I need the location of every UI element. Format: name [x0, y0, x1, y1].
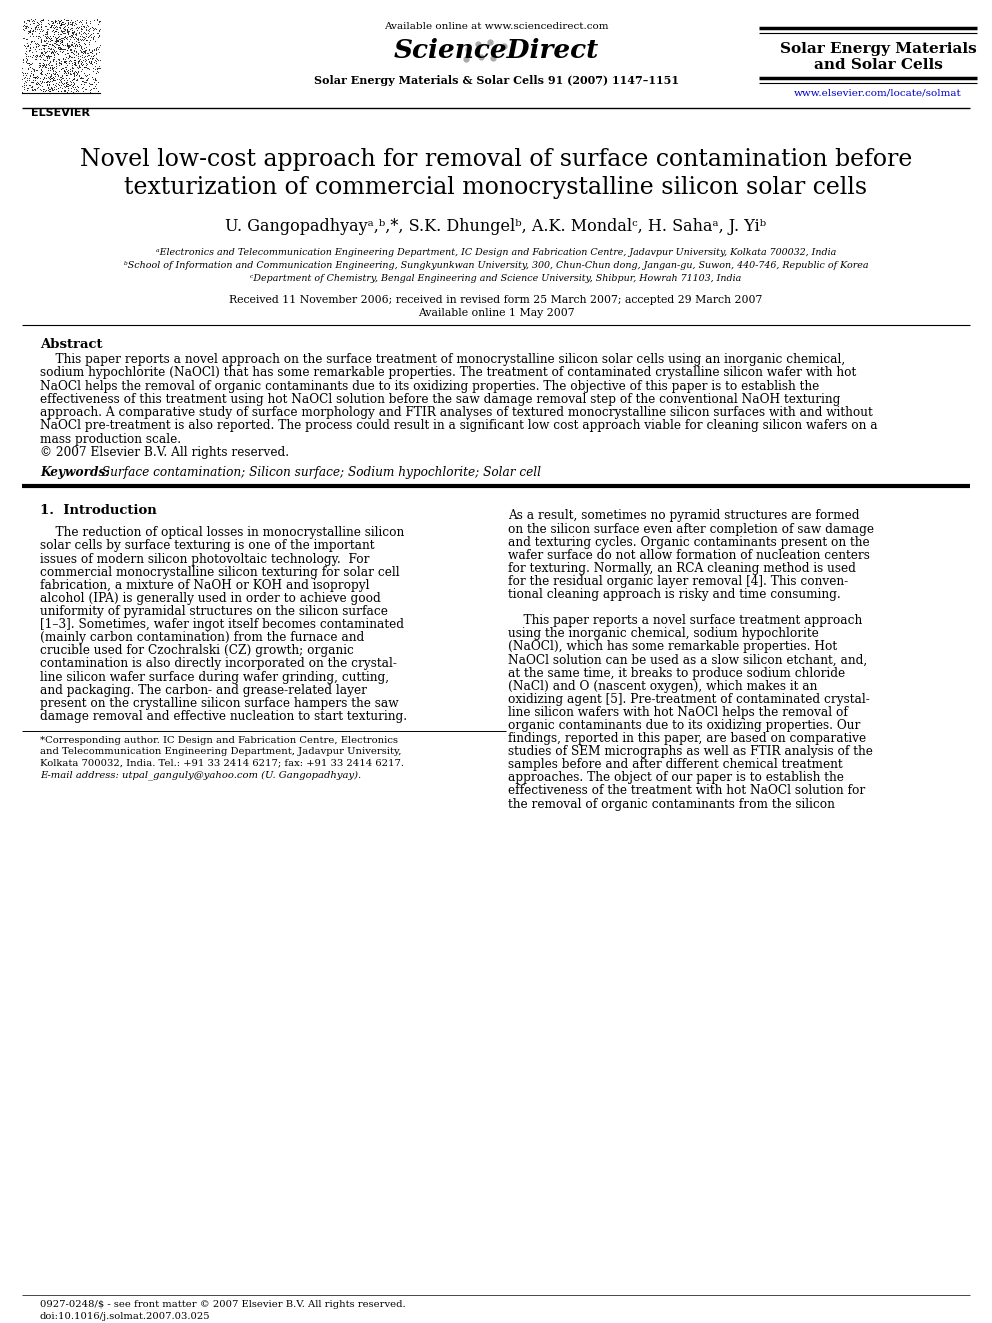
Text: NaOCl helps the removal of organic contaminants due to its oxidizing properties.: NaOCl helps the removal of organic conta… — [40, 380, 819, 393]
Text: Available online 1 May 2007: Available online 1 May 2007 — [418, 308, 574, 318]
Text: the removal of organic contaminants from the silicon: the removal of organic contaminants from… — [508, 798, 835, 811]
Text: studies of SEM micrographs as well as FTIR analysis of the: studies of SEM micrographs as well as FT… — [508, 745, 873, 758]
Text: fabrication, a mixture of NaOH or KOH and isopropyl: fabrication, a mixture of NaOH or KOH an… — [40, 578, 369, 591]
Text: www.elsevier.com/locate/solmat: www.elsevier.com/locate/solmat — [795, 89, 962, 98]
Text: samples before and after different chemical treatment: samples before and after different chemi… — [508, 758, 842, 771]
Text: on the silicon surface even after completion of saw damage: on the silicon surface even after comple… — [508, 523, 874, 536]
Text: ScienceDirect: ScienceDirect — [394, 38, 598, 64]
Text: alcohol (IPA) is generally used in order to achieve good: alcohol (IPA) is generally used in order… — [40, 591, 381, 605]
Text: 1.  Introduction: 1. Introduction — [40, 504, 157, 517]
Text: findings, reported in this paper, are based on comparative: findings, reported in this paper, are ba… — [508, 732, 866, 745]
Text: NaOCl pre-treatment is also reported. The process could result in a significant : NaOCl pre-treatment is also reported. Th… — [40, 419, 878, 433]
Text: approach. A comparative study of surface morphology and FTIR analyses of texture: approach. A comparative study of surface… — [40, 406, 873, 419]
Text: (NaOCl), which has some remarkable properties. Hot: (NaOCl), which has some remarkable prope… — [508, 640, 837, 654]
Text: uniformity of pyramidal structures on the silicon surface: uniformity of pyramidal structures on th… — [40, 605, 388, 618]
Text: issues of modern silicon photovoltaic technology.  For: issues of modern silicon photovoltaic te… — [40, 553, 369, 566]
Text: [1–3]. Sometimes, wafer ingot itself becomes contaminated: [1–3]. Sometimes, wafer ingot itself bec… — [40, 618, 404, 631]
Text: ᶜDepartment of Chemistry, Bengal Engineering and Science University, Shibpur, Ho: ᶜDepartment of Chemistry, Bengal Enginee… — [250, 274, 742, 283]
Text: ELSEVIER: ELSEVIER — [32, 108, 90, 118]
Text: 0927-0248/$ - see front matter © 2007 Elsevier B.V. All rights reserved.: 0927-0248/$ - see front matter © 2007 El… — [40, 1301, 406, 1308]
Text: tional cleaning approach is risky and time consuming.: tional cleaning approach is risky and ti… — [508, 587, 841, 601]
Text: effectiveness of the treatment with hot NaOCl solution for: effectiveness of the treatment with hot … — [508, 785, 865, 798]
Text: commercial monocrystalline silicon texturing for solar cell: commercial monocrystalline silicon textu… — [40, 566, 400, 578]
Text: Received 11 November 2006; received in revised form 25 March 2007; accepted 29 M: Received 11 November 2006; received in r… — [229, 295, 763, 306]
Text: texturization of commercial monocrystalline silicon solar cells: texturization of commercial monocrystall… — [124, 176, 868, 198]
Text: present on the crystalline silicon surface hampers the saw: present on the crystalline silicon surfa… — [40, 697, 399, 709]
Text: and packaging. The carbon- and grease-related layer: and packaging. The carbon- and grease-re… — [40, 684, 367, 697]
Text: wafer surface do not allow formation of nucleation centers: wafer surface do not allow formation of … — [508, 549, 870, 562]
Text: crucible used for Czochralski (CZ) growth; organic: crucible used for Czochralski (CZ) growt… — [40, 644, 354, 658]
Text: mass production scale.: mass production scale. — [40, 433, 182, 446]
Text: using the inorganic chemical, sodium hypochlorite: using the inorganic chemical, sodium hyp… — [508, 627, 818, 640]
Text: Solar Energy Materials & Solar Cells 91 (2007) 1147–1151: Solar Energy Materials & Solar Cells 91 … — [313, 75, 679, 86]
Text: doi:10.1016/j.solmat.2007.03.025: doi:10.1016/j.solmat.2007.03.025 — [40, 1312, 210, 1320]
Text: (NaCl) and O (nascent oxygen), which makes it an: (NaCl) and O (nascent oxygen), which mak… — [508, 680, 817, 693]
Text: This paper reports a novel surface treatment approach: This paper reports a novel surface treat… — [508, 614, 862, 627]
Text: for the residual organic layer removal [4]. This conven-: for the residual organic layer removal [… — [508, 576, 848, 587]
Text: Abstract: Abstract — [40, 337, 102, 351]
Text: oxidizing agent [5]. Pre-treatment of contaminated crystal-: oxidizing agent [5]. Pre-treatment of co… — [508, 693, 870, 705]
Text: ᵃElectronics and Telecommunication Engineering Department, IC Design and Fabrica: ᵃElectronics and Telecommunication Engin… — [156, 247, 836, 257]
Text: damage removal and effective nucleation to start texturing.: damage removal and effective nucleation … — [40, 710, 407, 722]
Text: Kolkata 700032, India. Tel.: +91 33 2414 6217; fax: +91 33 2414 6217.: Kolkata 700032, India. Tel.: +91 33 2414… — [40, 759, 404, 767]
Text: and Telecommunication Engineering Department, Jadavpur University,: and Telecommunication Engineering Depart… — [40, 747, 402, 757]
Text: at the same time, it breaks to produce sodium chloride: at the same time, it breaks to produce s… — [508, 667, 845, 680]
Text: line silicon wafers with hot NaOCl helps the removal of: line silicon wafers with hot NaOCl helps… — [508, 706, 848, 718]
Text: Novel low-cost approach for removal of surface contamination before: Novel low-cost approach for removal of s… — [79, 148, 913, 171]
Text: approaches. The object of our paper is to establish the: approaches. The object of our paper is t… — [508, 771, 844, 785]
Text: This paper reports a novel approach on the surface treatment of monocrystalline : This paper reports a novel approach on t… — [40, 353, 845, 366]
Text: *Corresponding author. IC Design and Fabrication Centre, Electronics: *Corresponding author. IC Design and Fab… — [40, 736, 398, 745]
Text: solar cells by surface texturing is one of the important: solar cells by surface texturing is one … — [40, 540, 375, 553]
Text: ᵇSchool of Information and Communication Engineering, Sungkyunkwan University, 3: ᵇSchool of Information and Communication… — [124, 261, 868, 270]
Text: NaOCl solution can be used as a slow silicon etchant, and,: NaOCl solution can be used as a slow sil… — [508, 654, 867, 667]
Text: and Solar Cells: and Solar Cells — [813, 58, 942, 71]
Text: sodium hypochlorite (NaOCl) that has some remarkable properties. The treatment o: sodium hypochlorite (NaOCl) that has som… — [40, 366, 856, 380]
Text: (mainly carbon contamination) from the furnace and: (mainly carbon contamination) from the f… — [40, 631, 364, 644]
Text: As a result, sometimes no pyramid structures are formed: As a result, sometimes no pyramid struct… — [508, 509, 859, 523]
Text: Solar Energy Materials: Solar Energy Materials — [780, 42, 976, 56]
Text: Available online at www.sciencedirect.com: Available online at www.sciencedirect.co… — [384, 22, 608, 30]
Text: U. Gangopadhyayᵃ,ᵇ,*, S.K. Dhungelᵇ, A.K. Mondalᶜ, H. Sahaᵃ, J. Yiᵇ: U. Gangopadhyayᵃ,ᵇ,*, S.K. Dhungelᵇ, A.K… — [225, 218, 767, 235]
Text: © 2007 Elsevier B.V. All rights reserved.: © 2007 Elsevier B.V. All rights reserved… — [40, 446, 289, 459]
Text: for texturing. Normally, an RCA cleaning method is used: for texturing. Normally, an RCA cleaning… — [508, 562, 856, 574]
Text: line silicon wafer surface during wafer grinding, cutting,: line silicon wafer surface during wafer … — [40, 671, 389, 684]
Text: Keywords:: Keywords: — [40, 467, 110, 479]
Text: effectiveness of this treatment using hot NaOCl solution before the saw damage r: effectiveness of this treatment using ho… — [40, 393, 840, 406]
Text: organic contaminants due to its oxidizing properties. Our: organic contaminants due to its oxidizin… — [508, 718, 860, 732]
Text: contamination is also directly incorporated on the crystal-: contamination is also directly incorpora… — [40, 658, 397, 671]
Text: The reduction of optical losses in monocrystalline silicon: The reduction of optical losses in monoc… — [40, 527, 405, 540]
Text: E-mail address: utpal_ganguly@yahoo.com (U. Gangopadhyay).: E-mail address: utpal_ganguly@yahoo.com … — [40, 770, 361, 781]
Text: Surface contamination; Silicon surface; Sodium hypochlorite; Solar cell: Surface contamination; Silicon surface; … — [98, 467, 541, 479]
Text: and texturing cycles. Organic contaminants present on the: and texturing cycles. Organic contaminan… — [508, 536, 870, 549]
